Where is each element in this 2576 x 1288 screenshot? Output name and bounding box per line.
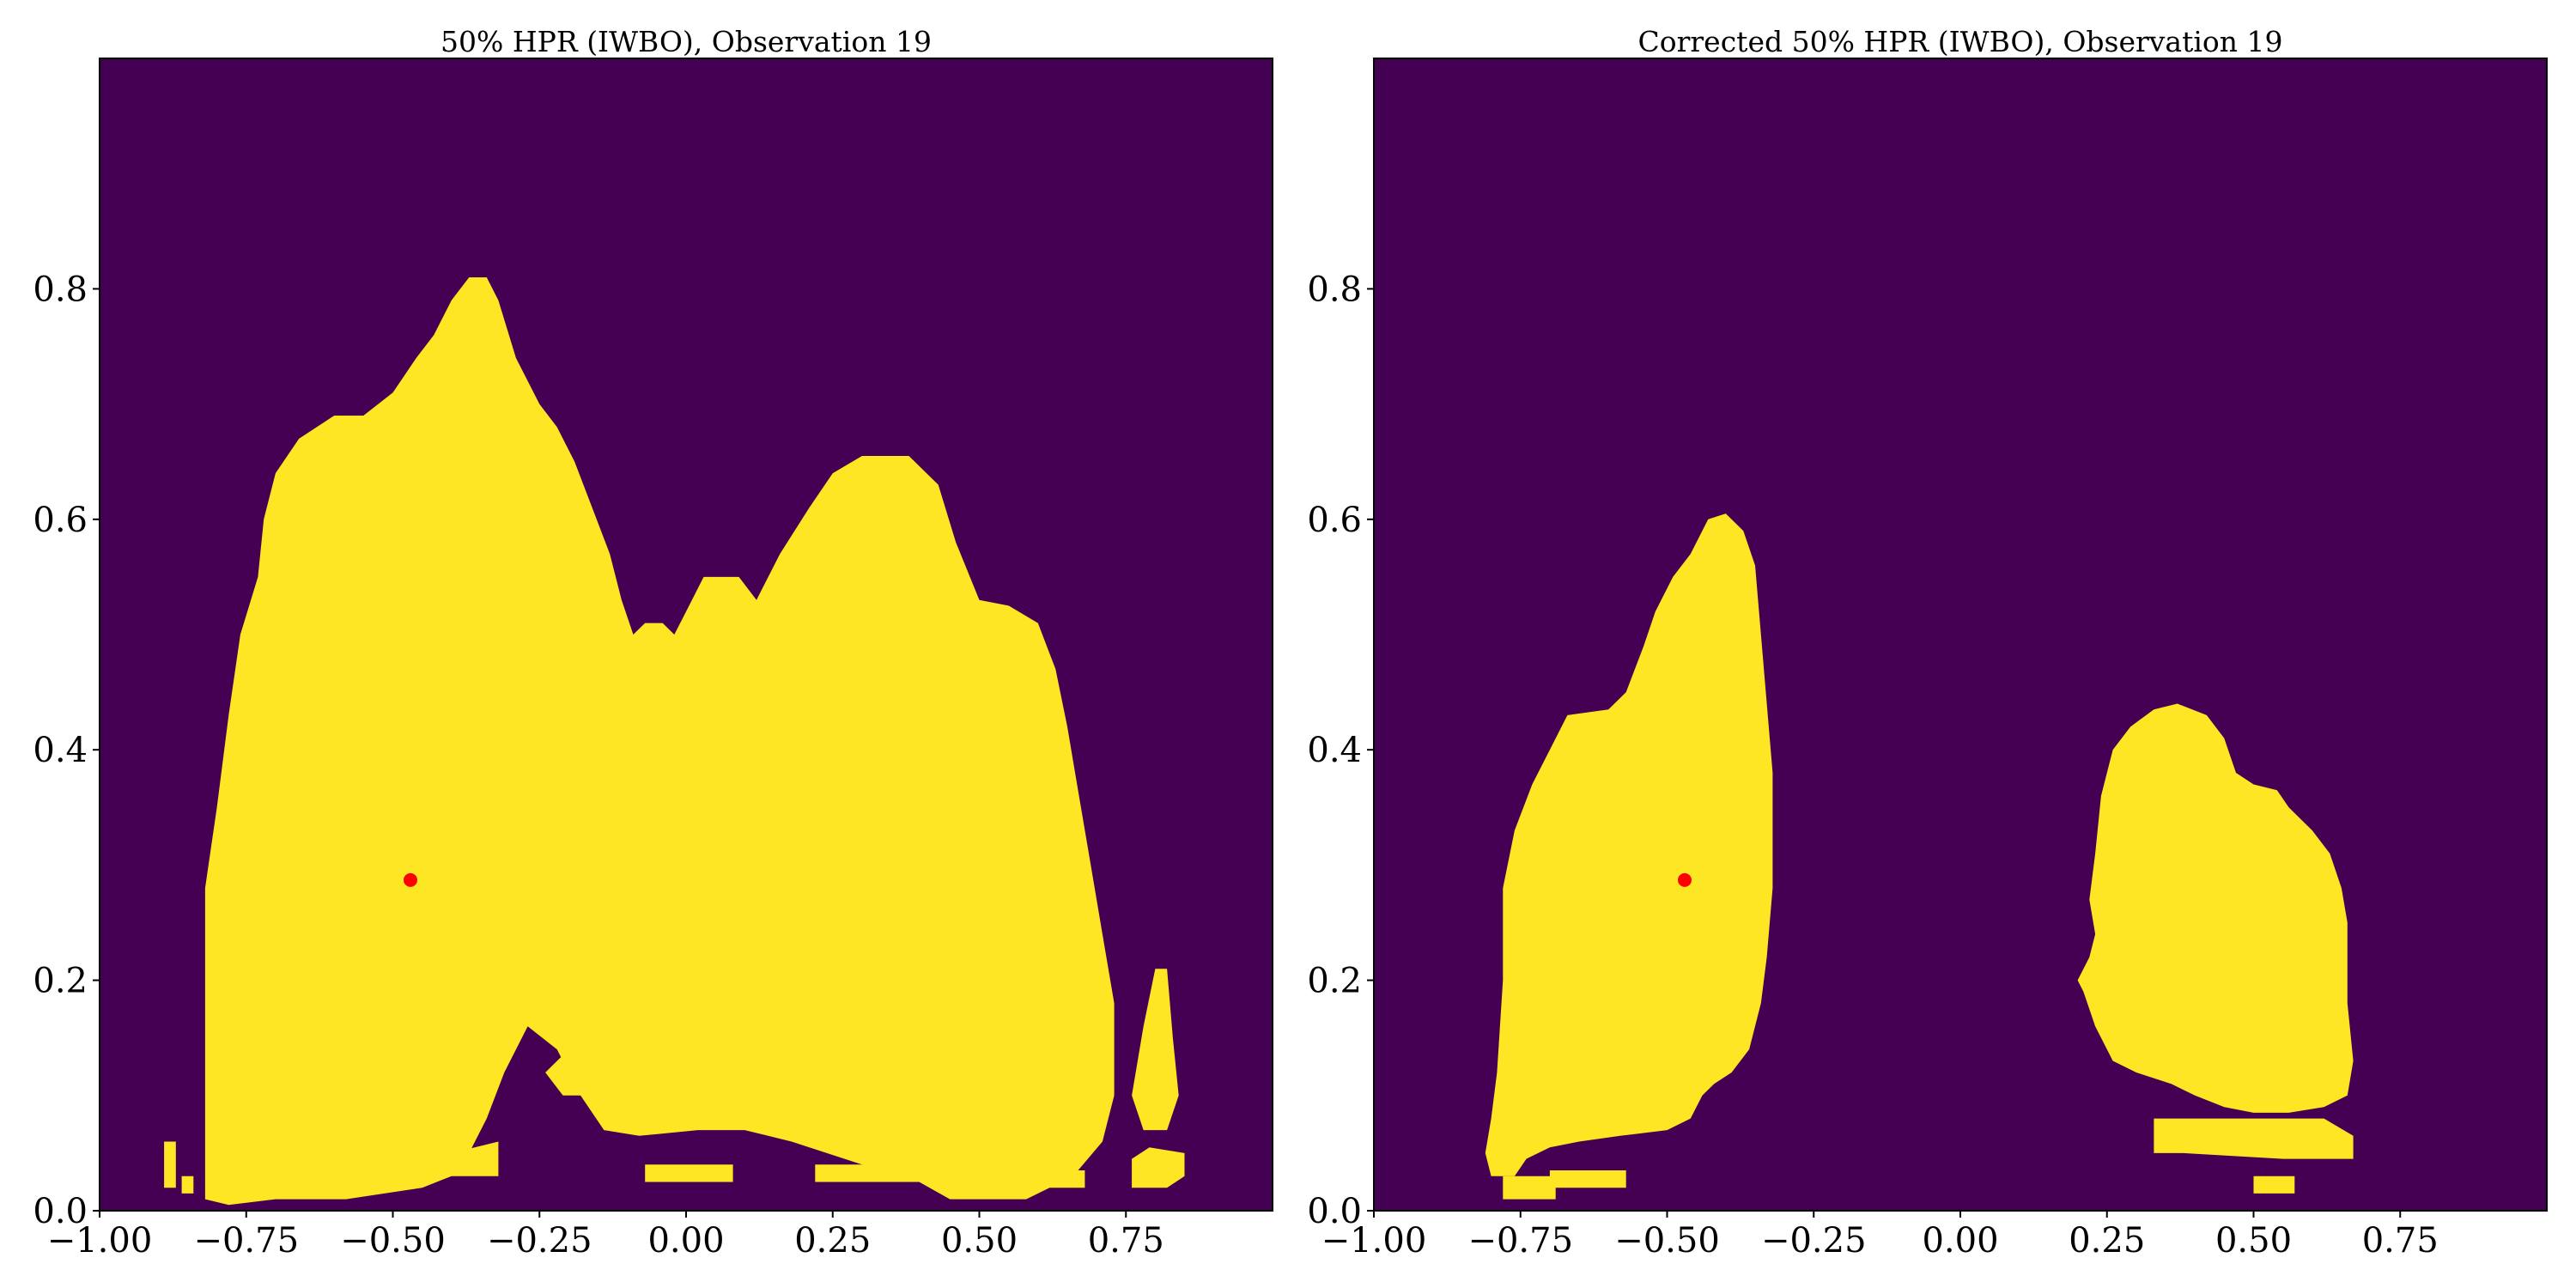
hpr-regions-left <box>164 277 1185 1206</box>
y-tick-label-left-4: 0.8 <box>33 270 88 309</box>
x-tick-label-right-5: 0.25 <box>2069 1221 2145 1261</box>
x-tick-label-left-6: 0.50 <box>941 1221 1018 1261</box>
hpr-region-left-7 <box>181 1176 194 1194</box>
hpr-region-left-1 <box>204 277 1115 1206</box>
y-axis-right: 0.0 0.2 0.4 0.6 0.8 <box>1307 270 1374 1231</box>
x-tick-label-right-1: −0.75 <box>1467 1221 1573 1261</box>
hpr-region-right-1 <box>1485 513 1773 1176</box>
chart-title-left: 50% HPR (IWBO), Observation 19 <box>440 25 932 58</box>
x-tick-label-left-0: −1.00 <box>47 1221 153 1261</box>
y-tick-label-right-1: 0.2 <box>1307 962 1362 1001</box>
observation-point-left <box>403 872 417 887</box>
y-axis-left: 0.0 0.2 0.4 0.6 0.8 <box>33 270 100 1231</box>
hpr-region-right-2 <box>1503 1176 1556 1200</box>
y-tick-label-right-2: 0.4 <box>1307 731 1362 770</box>
hpr-region-left-6 <box>164 1141 176 1188</box>
marker-left <box>403 872 417 887</box>
x-tick-label-right-6: 0.50 <box>2215 1221 2292 1261</box>
y-tick-label-left-0: 0.0 <box>33 1192 88 1231</box>
chart-title-right: Corrected 50% HPR (IWBO), Observation 19 <box>1638 25 2283 58</box>
y-tick-label-left-2: 0.4 <box>33 731 88 770</box>
x-tick-label-left-4: 0.00 <box>647 1221 724 1261</box>
chart-left: 50% HPR (IWBO), Observation 19 −1.00 −0.7… <box>33 25 1273 1261</box>
x-tick-label-right-7: 0.75 <box>2362 1221 2439 1261</box>
observation-point-right <box>1677 872 1692 887</box>
hpr-region-left-3 <box>440 1141 499 1176</box>
chart-right: Corrected 50% HPR (IWBO), Observation 19… <box>1307 25 2548 1261</box>
hpr-region-left-9 <box>815 1164 921 1182</box>
x-axis-left: −1.00 −0.75 −0.50 −0.25 0.00 0.25 0.50 0.75 <box>47 1211 1164 1261</box>
x-tick-label-left-2: −0.50 <box>340 1221 446 1261</box>
hpr-region-left-5 <box>1132 1147 1185 1188</box>
x-tick-label-left-5: 0.25 <box>794 1221 871 1261</box>
hpr-region-right-6 <box>2253 1176 2295 1194</box>
x-tick-label-right-0: −1.00 <box>1321 1221 1427 1261</box>
hpr-region-right-4 <box>2077 703 2354 1113</box>
hpr-region-right-5 <box>2154 1118 2354 1159</box>
hpr-region-left-2 <box>545 1049 598 1096</box>
hpr-regions-right <box>1485 513 2354 1200</box>
marker-right <box>1677 872 1692 887</box>
hpr-region-right-3 <box>1549 1170 1626 1188</box>
x-tick-label-left-7: 0.75 <box>1088 1221 1164 1261</box>
hpr-region-left-4 <box>1132 969 1179 1131</box>
hpr-region-left-10 <box>1049 1170 1085 1188</box>
x-axis-right: −1.00 −0.75 −0.50 −0.25 0.00 0.25 0.50 0.75 <box>1321 1211 2439 1261</box>
y-tick-label-right-3: 0.6 <box>1307 501 1362 540</box>
y-tick-label-left-1: 0.2 <box>33 962 88 1001</box>
hpr-region-left-8 <box>645 1164 733 1182</box>
y-tick-label-right-0: 0.0 <box>1307 1192 1362 1231</box>
x-tick-label-right-2: −0.50 <box>1614 1221 1720 1261</box>
x-tick-label-left-3: −0.25 <box>487 1221 592 1261</box>
x-tick-label-right-4: 0.00 <box>1922 1221 1998 1261</box>
x-tick-label-right-3: −0.25 <box>1761 1221 1867 1261</box>
y-tick-label-right-4: 0.8 <box>1307 270 1362 309</box>
y-tick-label-left-3: 0.6 <box>33 501 88 540</box>
x-tick-label-left-1: −0.75 <box>193 1221 299 1261</box>
